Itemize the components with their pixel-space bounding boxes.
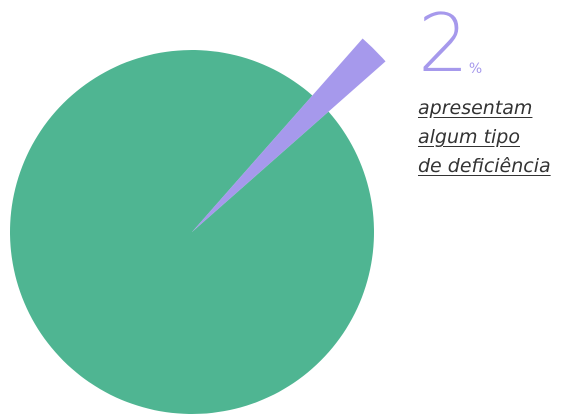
percentage-unit: % <box>468 61 483 77</box>
percentage-value: 2 <box>418 0 469 90</box>
caption-line-3: de deficiência <box>418 155 551 177</box>
pie-slice-small <box>192 38 386 232</box>
percentage-readout: 2 % <box>418 4 578 84</box>
percentage-annotation: 2 % apresentam algum tipo de deficiência <box>418 4 578 181</box>
percentage-caption: apresentam algum tipo de deficiência <box>418 94 578 181</box>
caption-line-2: algum tipo <box>418 126 520 148</box>
caption-line-1: apresentam <box>418 97 533 119</box>
